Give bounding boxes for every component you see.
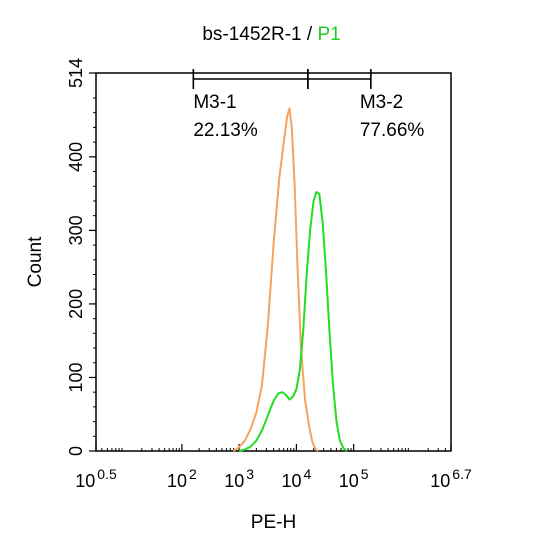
x-tick-base: 10 (430, 471, 450, 491)
x-tick-base: 10 (75, 471, 95, 491)
x-tick-exponent: 4 (304, 466, 312, 482)
y-tick-label: 300 (66, 215, 86, 245)
x-tick-label: 10 3 (224, 466, 254, 491)
marker-label: M3-2 (360, 92, 403, 113)
y-tick-label: 0 (66, 446, 86, 456)
x-tick-label: 10 2 (167, 466, 197, 491)
y-tick-label: 200 (66, 289, 86, 319)
y-tick-label: 400 (66, 142, 86, 172)
chart-title: bs-1452R-1 / P1 (0, 24, 543, 46)
marker-percent: 77.66% (360, 120, 425, 141)
x-tick-exponent: 5 (361, 466, 369, 482)
x-tick-exponent: 6.7 (452, 466, 472, 482)
x-tick-label: 10 6.7 (430, 466, 472, 491)
marker-percent: 22.13% (193, 120, 258, 141)
x-tick-label: 10 4 (281, 466, 311, 491)
y-tick-label: 514 (66, 58, 86, 88)
x-tick-exponent: 2 (189, 466, 197, 482)
title-separator: / (301, 24, 318, 45)
y-tick-label: 100 (66, 362, 86, 392)
y-axis-label: Count (25, 236, 46, 287)
x-tick-exponent: 3 (246, 466, 254, 482)
x-tick-label: 10 5 (339, 466, 369, 491)
x-tick-base: 10 (224, 471, 244, 491)
title-sample: bs-1452R-1 (202, 24, 302, 45)
x-tick-base: 10 (339, 471, 359, 491)
x-tick-base: 10 (281, 471, 301, 491)
x-tick-base: 10 (167, 471, 187, 491)
x-tick-label: 10 0.5 (75, 466, 117, 491)
histogram-series-1 (232, 107, 319, 452)
title-gate: P1 (317, 24, 341, 45)
x-axis-label: PE-H (251, 512, 296, 533)
x-tick-exponent: 0.5 (97, 466, 117, 482)
histogram-series-2 (238, 191, 348, 452)
marker-label: M3-1 (193, 92, 236, 113)
